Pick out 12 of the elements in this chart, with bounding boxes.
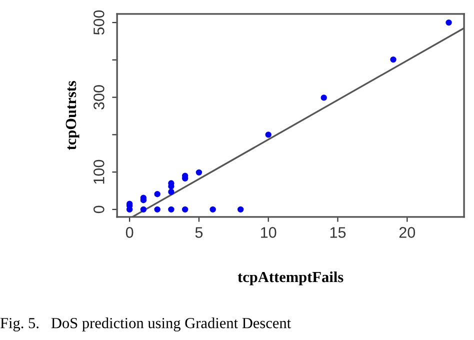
y-tick-label: 100 bbox=[94, 160, 104, 184]
x-tick-label: 0 bbox=[126, 227, 134, 238]
x-axis-title: tcpAttemptFails bbox=[238, 271, 344, 286]
caption: Fig. 5. DoS prediction using Gradient Descent bbox=[0, 318, 291, 332]
y-tick-label: 300 bbox=[94, 85, 104, 110]
y-tick-label: 0 bbox=[94, 206, 104, 214]
y-tick-label: 500 bbox=[94, 10, 104, 35]
y-axis-title: tcpOutrsts bbox=[66, 81, 80, 150]
x-tick-label: 10 bbox=[261, 227, 276, 238]
x-tick-label: 5 bbox=[195, 227, 203, 238]
x-tick-label: 20 bbox=[399, 227, 416, 238]
x-tick-label: 15 bbox=[330, 227, 346, 238]
